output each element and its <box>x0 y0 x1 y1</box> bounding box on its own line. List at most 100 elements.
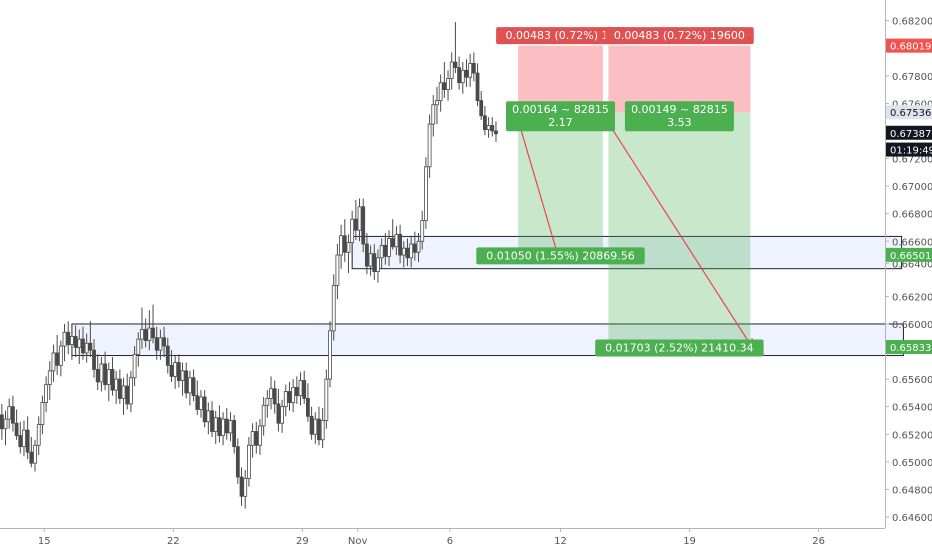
candle-body <box>335 254 340 286</box>
candle <box>379 238 384 269</box>
candle <box>457 56 461 90</box>
candle-body <box>287 391 292 403</box>
candle <box>361 198 366 253</box>
candle <box>136 332 141 367</box>
candle-body <box>261 404 266 427</box>
candle-body <box>464 69 469 78</box>
candle-body <box>95 369 100 383</box>
candle <box>235 438 240 484</box>
candle <box>446 70 450 101</box>
candle-body <box>176 362 181 381</box>
target-label-text: 0.01050 (1.55%) 20869.56 <box>486 249 635 262</box>
candle-body <box>195 395 200 410</box>
candle <box>173 355 178 389</box>
candle <box>188 370 192 406</box>
candle <box>486 117 491 138</box>
price-badge-text: 0.65833 <box>890 343 931 354</box>
candle-body <box>302 380 307 399</box>
candle-body <box>306 398 310 417</box>
candle <box>140 307 144 349</box>
candle-body <box>401 247 406 256</box>
candle <box>387 230 391 267</box>
stop-label-text: 0.00483 (0.72%) 19600 <box>614 29 745 42</box>
candle-body <box>420 220 425 242</box>
candle <box>199 390 203 418</box>
candle-body <box>394 233 399 248</box>
price-badge: 0.67536 <box>886 105 932 120</box>
candle <box>176 354 181 388</box>
candle-body <box>294 386 299 397</box>
price-badge-box <box>886 142 932 157</box>
price-badge-box <box>886 105 932 120</box>
candle-body <box>387 238 391 257</box>
candle <box>398 224 402 264</box>
candle <box>147 310 152 351</box>
candle-body <box>7 406 12 420</box>
candle <box>276 388 281 432</box>
stop-area <box>518 45 603 113</box>
position-labels: 0.00483 (0.72%) 190.00164 ~ 828152.170.0… <box>476 27 764 357</box>
candle-body <box>77 338 82 348</box>
candle-body <box>180 370 185 381</box>
candle <box>11 395 15 432</box>
candle <box>449 52 454 90</box>
candle <box>84 333 89 363</box>
y-tick-label: 0.66200 <box>892 292 932 303</box>
candle <box>464 59 469 87</box>
y-tick-label: 0.68200 <box>892 17 932 28</box>
candle <box>490 117 495 137</box>
candle-body <box>132 353 137 379</box>
candle <box>298 372 303 406</box>
candle <box>250 423 255 458</box>
entry-label-box <box>506 101 615 132</box>
candle-body <box>272 388 277 405</box>
candle-body <box>427 123 432 168</box>
candle-body <box>81 338 85 354</box>
candle-body <box>70 335 74 346</box>
candle <box>368 245 373 276</box>
candle <box>202 390 207 428</box>
candle-body <box>121 385 126 399</box>
candle-body <box>143 329 148 341</box>
entry-label-text: 3.53 <box>667 116 692 129</box>
candle <box>350 210 355 254</box>
candle-body <box>372 253 377 272</box>
candle <box>479 90 484 120</box>
candle-body <box>33 444 37 464</box>
candle-body <box>129 377 133 405</box>
candle-body <box>368 253 373 267</box>
candle <box>442 62 447 98</box>
candle <box>73 325 78 358</box>
candle-body <box>106 369 111 386</box>
candle <box>468 53 473 87</box>
candle-body <box>22 429 26 448</box>
candle <box>471 52 476 82</box>
candle <box>357 198 362 242</box>
candle-body <box>258 425 262 446</box>
candle-body <box>169 364 174 377</box>
candle <box>151 304 155 344</box>
stop-label-box <box>605 27 754 45</box>
candle-body <box>309 415 314 435</box>
entry-label-text: 2.17 <box>548 116 573 129</box>
candle-body <box>154 337 159 351</box>
candle <box>412 231 417 261</box>
candle <box>342 219 347 262</box>
candle <box>475 63 480 107</box>
entry-label-box <box>624 101 734 132</box>
price-badge-text: 0.66501 <box>890 251 931 262</box>
y-tick-label: 0.66800 <box>892 210 932 221</box>
candle <box>14 409 19 440</box>
candle <box>346 234 351 273</box>
candle-body <box>199 396 203 410</box>
y-tick-label: 0.67200 <box>892 155 932 166</box>
candle-body <box>51 352 56 372</box>
stop-label: 0.00483 (0.72%) 19600 <box>605 27 754 45</box>
candle <box>254 421 259 454</box>
candle <box>494 121 498 142</box>
stop-area <box>608 45 751 113</box>
candle <box>29 437 34 468</box>
candle <box>206 402 211 435</box>
candle <box>438 74 443 112</box>
